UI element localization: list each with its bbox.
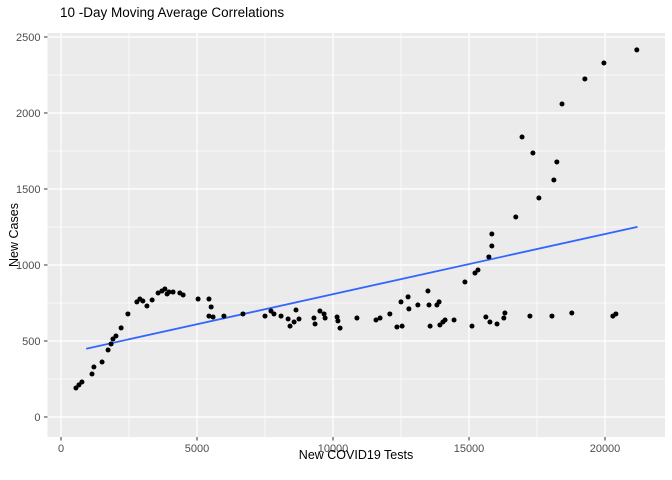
data-point [334, 314, 340, 320]
data-point [322, 315, 328, 321]
data-point [335, 318, 341, 324]
x-tick-label: 20000 [590, 443, 621, 455]
data-point [285, 316, 291, 322]
data-point [149, 297, 155, 303]
data-point [206, 296, 212, 302]
data-point [494, 321, 500, 327]
chart-title: 10 -Day Moving Average Correlations [60, 5, 285, 20]
data-point [91, 364, 97, 370]
data-point [293, 307, 299, 313]
data-point [89, 371, 95, 377]
data-point [398, 299, 404, 305]
data-point [291, 319, 297, 325]
data-point [425, 288, 431, 294]
data-point [559, 101, 565, 107]
x-tick-label: 0 [58, 443, 64, 455]
trend-line [85, 226, 638, 350]
data-point [519, 134, 525, 140]
x-tick-label: 10000 [318, 443, 349, 455]
panel-background [47, 33, 665, 437]
data-point [170, 289, 176, 295]
data-point [108, 341, 114, 347]
data-point [240, 311, 246, 317]
data-point [354, 315, 360, 321]
data-point [337, 325, 343, 331]
data-point [125, 311, 131, 317]
data-point [311, 315, 317, 321]
x-tick-label: 15000 [454, 443, 485, 455]
data-point [487, 319, 493, 325]
data-point [99, 359, 105, 365]
data-point [377, 315, 383, 321]
data-point [221, 313, 227, 319]
data-point [105, 347, 111, 353]
data-point [113, 333, 119, 339]
data-point [554, 159, 560, 165]
data-point [118, 325, 124, 331]
y-tick-label: 1000 [16, 260, 40, 272]
y-tick-label: 2000 [16, 108, 40, 120]
data-point [287, 323, 293, 329]
y-tick-label: 1500 [16, 184, 40, 196]
data-point [262, 313, 268, 319]
data-point [601, 60, 607, 66]
data-point [483, 314, 489, 320]
data-point [501, 315, 507, 321]
data-point [486, 254, 492, 260]
data-point [296, 316, 302, 322]
data-point [180, 292, 186, 298]
data-point [549, 313, 555, 319]
data-point [502, 310, 508, 316]
data-point [451, 317, 457, 323]
data-point [569, 310, 575, 316]
data-point [208, 304, 214, 310]
data-point [195, 296, 201, 302]
data-point [162, 286, 168, 292]
data-point [613, 311, 619, 317]
data-point [321, 311, 327, 317]
y-axis-title: New Cases [7, 203, 21, 267]
data-point [166, 289, 172, 295]
data-point [530, 150, 536, 156]
data-point [513, 214, 519, 220]
data-point [387, 311, 393, 317]
data-point [406, 306, 412, 312]
data-point [271, 311, 277, 317]
data-point [144, 303, 150, 309]
data-point [436, 299, 442, 305]
data-point [278, 313, 284, 319]
data-point [317, 308, 323, 314]
data-point [475, 267, 481, 273]
data-point [206, 313, 212, 319]
y-tick-label: 0 [34, 412, 40, 424]
data-point [373, 317, 379, 323]
data-point [155, 290, 161, 296]
data-point [582, 76, 588, 82]
data-point [312, 321, 318, 327]
data-point [489, 243, 495, 249]
data-point [442, 317, 448, 323]
x-tick-label: 5000 [185, 443, 209, 455]
data-point [536, 195, 542, 201]
data-point [405, 294, 411, 300]
data-point [415, 302, 421, 308]
data-point [394, 324, 400, 330]
data-point [426, 302, 432, 308]
data-point [210, 314, 216, 320]
data-point [551, 177, 557, 183]
data-point [427, 323, 433, 329]
data-point [527, 313, 533, 319]
data-point [469, 323, 475, 329]
y-tick-label: 500 [22, 336, 40, 348]
data-point [399, 323, 405, 329]
data-point [462, 279, 468, 285]
data-point [634, 47, 640, 53]
x-axis-title: New COVID19 Tests [298, 448, 414, 462]
data-point [79, 379, 85, 385]
data-point [489, 231, 495, 237]
y-tick-label: 2500 [16, 32, 40, 44]
data-point [140, 298, 146, 304]
